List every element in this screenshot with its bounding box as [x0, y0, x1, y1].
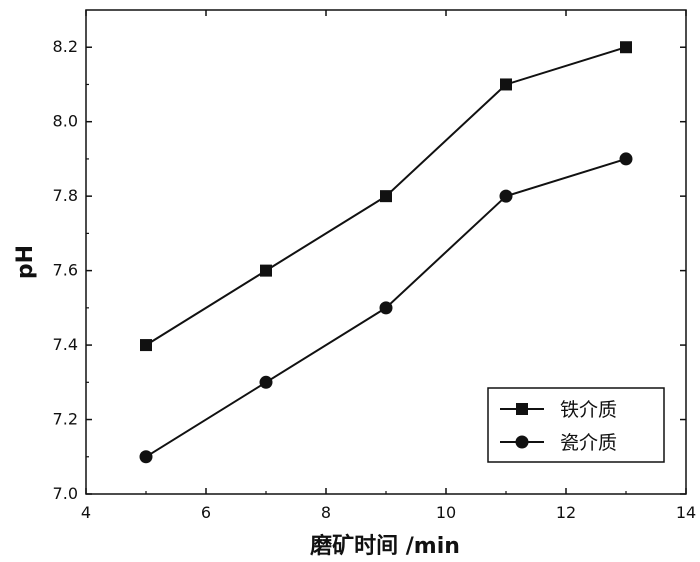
- legend-item: 瓷介质: [500, 432, 617, 454]
- data-point: [139, 450, 153, 464]
- data-point: [499, 189, 513, 203]
- y-tick-label: 8.2: [53, 37, 78, 56]
- data-point: [140, 339, 152, 352]
- series-2: [139, 152, 633, 464]
- series-1: [140, 41, 632, 352]
- legend-item: 铁介质: [500, 399, 617, 421]
- y-tick-label: 7.2: [53, 410, 78, 429]
- x-axis-label: 磨矿时间 /min: [310, 533, 460, 559]
- x-tick-label: 12: [556, 503, 576, 522]
- y-tick-label: 8.0: [53, 112, 78, 131]
- x-tick-label: 10: [436, 503, 456, 522]
- y-tick-label: 7.4: [53, 335, 78, 354]
- data-point: [379, 301, 393, 315]
- y-axis-label: pH: [13, 245, 38, 279]
- data-point: [619, 152, 633, 166]
- legend-marker: [516, 403, 528, 415]
- y-axis: 7.0 7.2 7.4 7.6 7.8 8.0 8.2: [53, 37, 686, 503]
- data-point: [500, 78, 512, 91]
- y-tick-label: 7.8: [53, 186, 78, 205]
- legend-label: 瓷介质: [560, 432, 617, 454]
- legend-label: 铁介质: [560, 399, 617, 421]
- x-tick-label: 4: [81, 503, 91, 522]
- data-point: [620, 41, 632, 54]
- y-tick-label: 7.6: [53, 261, 78, 280]
- legend-box: [487, 387, 665, 463]
- data-point: [260, 264, 272, 277]
- series-layer: [139, 41, 633, 464]
- x-tick-label: 14: [676, 503, 696, 522]
- x-tick-label: 8: [321, 503, 331, 522]
- x-tick-label: 6: [201, 503, 211, 522]
- y-tick-label: 7.0: [53, 484, 78, 503]
- data-point: [380, 190, 392, 203]
- data-point: [259, 375, 273, 389]
- x-axis: 4 6 8 10 12 14: [81, 10, 696, 522]
- legend-marker: [515, 435, 529, 449]
